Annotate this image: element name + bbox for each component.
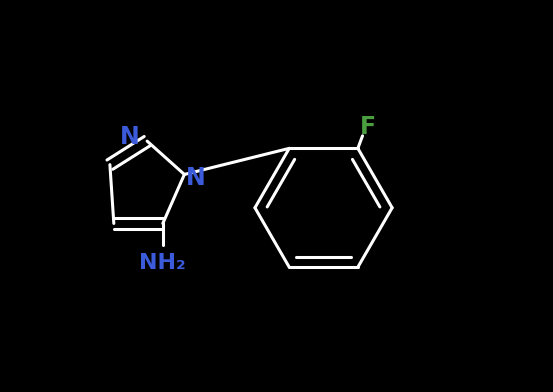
Text: N: N	[186, 166, 206, 191]
Text: N: N	[119, 125, 139, 149]
Text: F: F	[359, 115, 375, 139]
Text: NH₂: NH₂	[139, 252, 186, 273]
